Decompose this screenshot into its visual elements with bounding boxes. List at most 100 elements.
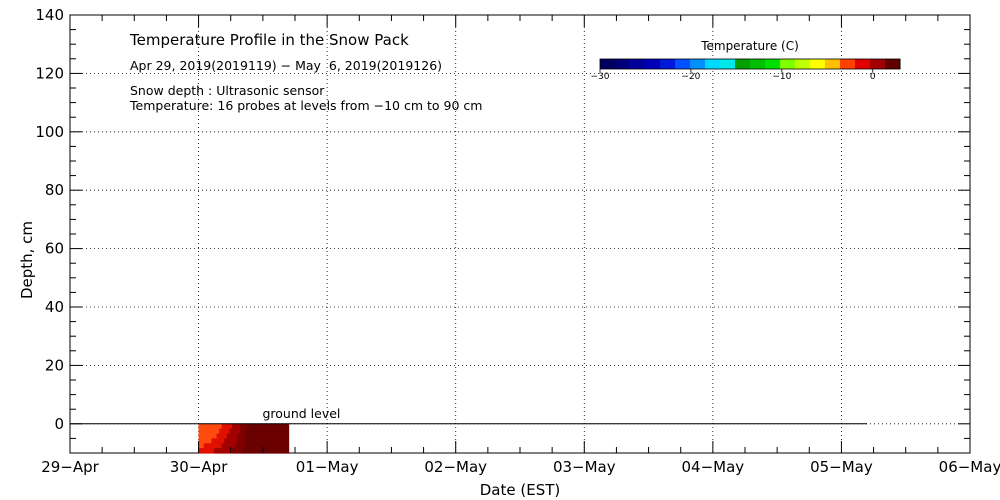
heatmap-cell (234, 438, 238, 444)
colorbar-segment (675, 59, 691, 69)
heatmap-cell (214, 443, 218, 449)
grid-lines (70, 15, 970, 453)
colorbar-segment (735, 59, 751, 69)
colorbar-title: Temperature (C) (700, 39, 799, 53)
heatmap-cell (244, 448, 249, 454)
heatmap-cell (232, 428, 236, 435)
colorbar-segment (615, 59, 631, 69)
heatmap-cell (280, 423, 285, 430)
y-tick-label: 40 (45, 298, 64, 316)
colorbar-segment (870, 59, 886, 69)
x-tick-label: 02−May (424, 458, 487, 476)
heatmap-cell (283, 443, 287, 449)
heatmap-cell (260, 443, 264, 449)
heatmap-cell (226, 448, 231, 454)
heatmap-cell (278, 433, 282, 439)
heatmap-cell (275, 423, 279, 430)
colorbar-segment (885, 59, 901, 69)
heatmap-cell (268, 448, 272, 454)
heatmap-cell (275, 438, 279, 444)
colorbar (599, 58, 901, 72)
heatmap-cell (229, 443, 233, 449)
heatmap-cell (286, 438, 290, 444)
heatmap-cell (214, 438, 218, 444)
heatmap-cell (208, 428, 213, 435)
heatmap-cell (255, 443, 259, 449)
heatmap-cell (203, 423, 207, 430)
heatmap-cell (247, 448, 251, 454)
heatmap-cell (265, 448, 269, 454)
heatmap-cell (280, 433, 285, 439)
heatmap-cell (203, 428, 207, 435)
heatmap-cell (237, 443, 241, 449)
colorbar-segment (795, 59, 811, 69)
heatmap-cell (237, 428, 241, 435)
heatmap-cell (247, 428, 251, 435)
heatmap-cell (280, 428, 285, 435)
heatmap-cell (268, 433, 272, 439)
heatmap-cell (280, 443, 285, 449)
colorbar-segment (840, 59, 856, 69)
heatmap-cell (247, 433, 251, 439)
heatmap-cell (224, 448, 228, 454)
colorbar-segment (810, 59, 826, 69)
heatmap-cell (255, 423, 259, 430)
heatmap-cell (234, 443, 238, 449)
heatmap-cell (214, 433, 218, 439)
colorbar-segment (765, 59, 781, 69)
heatmap-cell (221, 443, 225, 449)
heatmap-cell (273, 448, 277, 454)
heatmap-cell (275, 433, 279, 439)
heatmap-cell (270, 433, 274, 439)
heatmap-cell (286, 428, 290, 435)
heatmap-cell (232, 438, 236, 444)
heatmap-cell (268, 438, 272, 444)
heatmap-cell (239, 428, 243, 435)
heatmap-cell (237, 433, 241, 439)
colorbar-segment (780, 59, 796, 69)
y-axis-label: Depth, cm (18, 221, 36, 299)
heatmap-cell (211, 428, 215, 435)
heatmap-cell (255, 438, 259, 444)
colorbar-segment (855, 59, 871, 69)
heatmap-cell (239, 448, 243, 454)
y-tick-label: 100 (35, 123, 64, 141)
heatmap-cell (262, 428, 267, 435)
heatmap-cell (273, 428, 277, 435)
heatmap-cell (244, 438, 249, 444)
x-tick-label: 04−May (682, 458, 745, 476)
heatmap-cell (252, 443, 256, 449)
heatmap-cell (268, 428, 272, 435)
heatmap-cell (232, 433, 236, 439)
heatmap-cell (239, 423, 243, 430)
heatmap-cell (270, 423, 274, 430)
x-tick-label: 29−Apr (41, 458, 99, 476)
heatmap-cell (201, 423, 205, 430)
heatmap-cell (203, 443, 207, 449)
heatmap-cell (278, 423, 282, 430)
heatmap-cell (244, 423, 249, 430)
heatmap-cell (265, 428, 269, 435)
heatmap-cell (273, 438, 277, 444)
colorbar-segment (600, 59, 616, 69)
heatmap-cell (286, 443, 290, 449)
heatmap-cell (211, 448, 215, 454)
heatmap-cell (242, 428, 246, 435)
heatmap-cell (257, 423, 261, 430)
heatmap-cell (283, 423, 287, 430)
heatmap-cell (234, 448, 238, 454)
heatmap-cell (229, 438, 233, 444)
colorbar-tick-label: −20 (681, 72, 700, 82)
heatmap-cell (219, 433, 223, 439)
y-tick-label: 0 (54, 415, 64, 433)
heatmap-cell (242, 438, 246, 444)
heatmap-cell (208, 433, 213, 439)
heatmap-cell (226, 423, 231, 430)
axis-ticks (69, 14, 971, 454)
heatmap-cell (257, 428, 261, 435)
x-tick-label: 06−May (939, 458, 1000, 476)
heatmap-cell (208, 423, 213, 430)
heatmap-cell (216, 443, 220, 449)
heatmap-cell (232, 448, 236, 454)
